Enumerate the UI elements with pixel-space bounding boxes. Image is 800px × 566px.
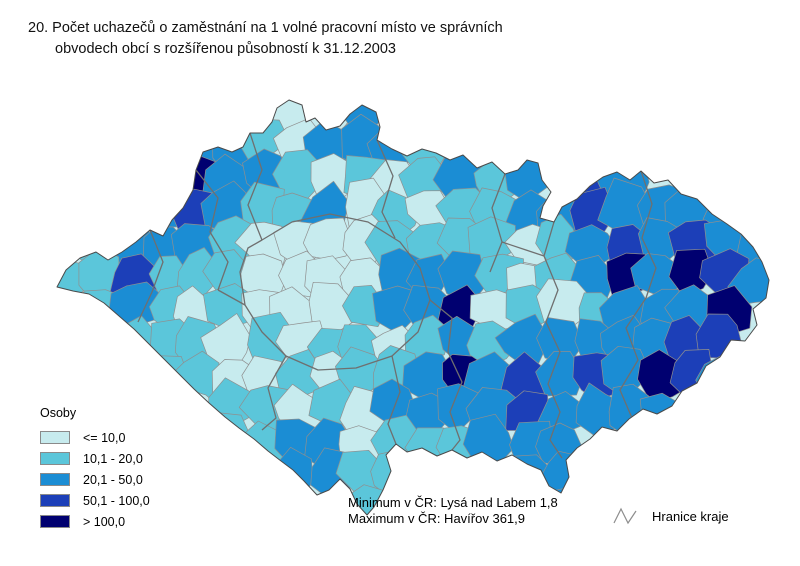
district-cell [344, 484, 389, 515]
region-boundary-label: Hranice kraje [652, 508, 729, 524]
district-cell [143, 355, 188, 404]
legend-swatch-class1 [40, 431, 70, 444]
map-title: 20. Počet uchazečů o zaměstnání na 1 vol… [28, 18, 503, 60]
kraj-boundary-line [619, 297, 647, 419]
kraj-boundary-line [543, 221, 563, 459]
district-cell [494, 313, 548, 369]
legend-label-class3: 20,1 - 50,0 [83, 472, 143, 487]
map-legend: Osoby <= 10,0 10,1 - 20,0 20,1 - 50,0 50… [40, 406, 150, 532]
kraj-boundary-line [137, 229, 164, 323]
legend-label-class5: > 100,0 [83, 514, 126, 529]
kraj-boundary-line [640, 170, 657, 299]
legend-swatch-class5 [40, 515, 70, 528]
district-cell [466, 119, 518, 169]
kraj-boundaries-layer [137, 132, 657, 459]
legend-row: 50,1 - 100,0 [40, 490, 150, 511]
minimum-annotation: Minimum v ČR: Lysá nad Labem 1,8 [348, 495, 558, 510]
kraj-boundary-line [195, 169, 229, 291]
district-cell [116, 354, 161, 404]
map-title-line2: obvodech obcí s rozšířenou působností k … [55, 41, 396, 57]
country-border [56, 99, 770, 516]
legend-swatch-class3 [40, 473, 70, 486]
legend-label-class4: 50,1 - 100,0 [83, 493, 150, 508]
kraj-boundary-line [387, 355, 401, 445]
kraj-boundary-line [376, 139, 396, 239]
legend-row: 10,1 - 20,0 [40, 448, 150, 469]
min-max-annotation: Minimum v ČR: Lysá nad Labem 1,8 Maximum… [348, 495, 558, 527]
legend-swatch-class2 [40, 452, 70, 465]
legend-row: <= 10,0 [40, 427, 150, 448]
kraj-boundary-line [261, 355, 287, 431]
kraj-boundary-line [429, 299, 463, 451]
districts-layer [57, 100, 769, 515]
kraj-boundary-line [501, 241, 545, 257]
district-cell [148, 154, 199, 198]
district-cell [639, 392, 688, 436]
kraj-boundary-line [217, 289, 246, 306]
maximum-annotation: Maximum v ČR: Havířov 361,9 [348, 511, 525, 526]
legend-label-class2: 10,1 - 20,0 [83, 451, 143, 466]
district-cell [442, 119, 490, 163]
legend-row: 20,1 - 50,0 [40, 469, 150, 490]
region-boundary-legend: Hranice kraje [612, 505, 729, 527]
legend-title: Osoby [40, 406, 77, 420]
legend-row: > 100,0 [40, 511, 150, 532]
legend-label-class1: <= 10,0 [83, 430, 126, 445]
kraj-boundary-line [489, 173, 506, 273]
kraj-boundary-line [247, 132, 263, 241]
map-title-line1: 20. Počet uchazečů o zaměstnání na 1 vol… [28, 20, 503, 36]
zigzag-line-icon [613, 507, 637, 525]
legend-swatch-class4 [40, 494, 70, 507]
